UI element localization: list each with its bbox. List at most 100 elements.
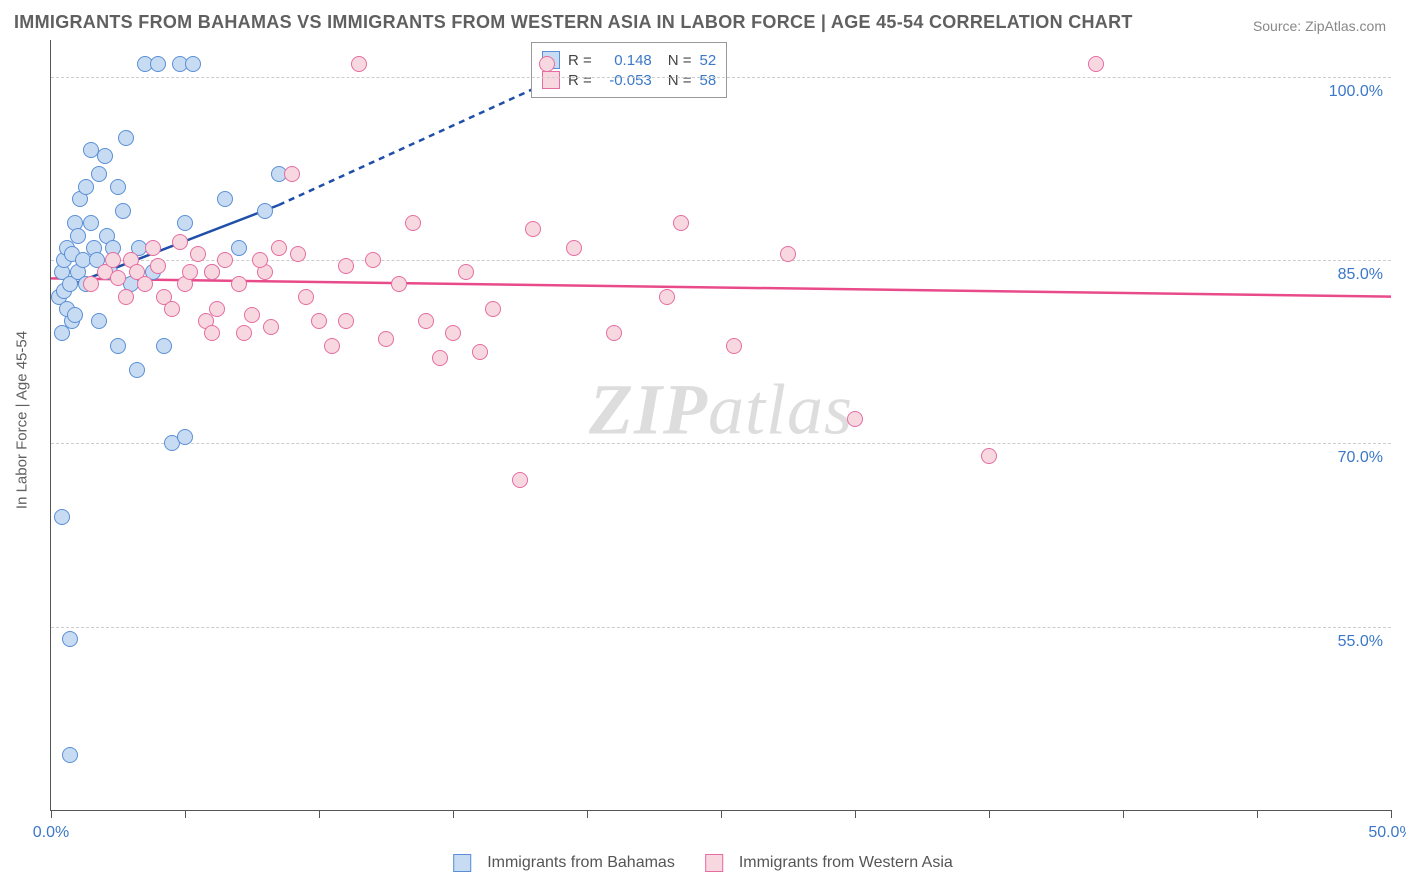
n-label: N = <box>668 52 692 69</box>
y-tick-label: 55.0% <box>1338 633 1383 651</box>
data-point <box>485 301 501 317</box>
data-point <box>673 215 689 231</box>
n-value: 58 <box>700 72 717 89</box>
data-point <box>236 325 252 341</box>
regression-lines <box>51 40 1391 810</box>
chart-title: IMMIGRANTS FROM BAHAMAS VS IMMIGRANTS FR… <box>14 12 1133 33</box>
x-tick <box>453 810 454 818</box>
legend-item: Immigrants from Bahamas <box>453 854 675 872</box>
data-point <box>726 338 742 354</box>
x-tick <box>185 810 186 818</box>
data-point <box>351 56 367 72</box>
x-tick-label: 0.0% <box>33 824 69 842</box>
data-point <box>118 289 134 305</box>
legend-swatch <box>705 854 723 872</box>
y-axis-label: In Labor Force | Age 45-54 <box>14 331 31 509</box>
n-label: N = <box>668 72 692 89</box>
data-point <box>284 166 300 182</box>
series-legend: Immigrants from Bahamas Immigrants from W… <box>453 854 953 872</box>
data-point <box>83 276 99 292</box>
data-point <box>105 252 121 268</box>
data-point <box>204 325 220 341</box>
data-point <box>177 215 193 231</box>
data-point <box>252 252 268 268</box>
data-point <box>365 252 381 268</box>
data-point <box>263 319 279 335</box>
chart-container: IMMIGRANTS FROM BAHAMAS VS IMMIGRANTS FR… <box>0 0 1406 892</box>
data-point <box>324 338 340 354</box>
gridline <box>51 77 1391 78</box>
data-point <box>231 240 247 256</box>
data-point <box>118 130 134 146</box>
data-point <box>780 246 796 262</box>
x-tick <box>587 810 588 818</box>
data-point <box>156 338 172 354</box>
x-tick <box>855 810 856 818</box>
data-point <box>78 179 94 195</box>
x-tick-label: 50.0% <box>1368 824 1406 842</box>
data-point <box>110 338 126 354</box>
data-point <box>217 252 233 268</box>
watermark: ZIPatlas <box>589 368 853 451</box>
legend-item: Immigrants from Western Asia <box>705 854 953 872</box>
data-point <box>177 429 193 445</box>
legend-swatch <box>453 854 471 872</box>
data-point <box>566 240 582 256</box>
source-label: Source: ZipAtlas.com <box>1253 18 1386 34</box>
y-tick-label: 100.0% <box>1329 83 1383 101</box>
x-tick <box>1257 810 1258 818</box>
data-point <box>418 313 434 329</box>
data-point <box>432 350 448 366</box>
data-point <box>539 56 555 72</box>
stats-legend-row: R =0.148N =52 <box>542 51 716 69</box>
data-point <box>525 221 541 237</box>
data-point <box>110 270 126 286</box>
data-point <box>62 747 78 763</box>
data-point <box>172 234 188 250</box>
x-tick <box>1391 810 1392 818</box>
legend-swatch <box>542 71 560 89</box>
data-point <box>70 228 86 244</box>
data-point <box>62 631 78 647</box>
y-tick-label: 85.0% <box>1338 266 1383 284</box>
data-point <box>137 276 153 292</box>
data-point <box>209 301 225 317</box>
data-point <box>290 246 306 262</box>
legend-label: Immigrants from Bahamas <box>487 854 675 872</box>
data-point <box>54 325 70 341</box>
x-tick <box>319 810 320 818</box>
data-point <box>244 307 260 323</box>
data-point <box>512 472 528 488</box>
data-point <box>472 344 488 360</box>
gridline <box>51 627 1391 628</box>
data-point <box>110 179 126 195</box>
data-point <box>338 258 354 274</box>
data-point <box>981 448 997 464</box>
plot-area: ZIPatlas R =0.148N =52R =-0.053N =58 55.… <box>50 40 1391 811</box>
data-point <box>338 313 354 329</box>
x-tick <box>721 810 722 818</box>
x-tick <box>989 810 990 818</box>
data-point <box>391 276 407 292</box>
r-value: 0.148 <box>600 52 652 69</box>
data-point <box>847 411 863 427</box>
data-point <box>311 313 327 329</box>
data-point <box>606 325 622 341</box>
data-point <box>129 362 145 378</box>
data-point <box>1088 56 1104 72</box>
n-value: 52 <box>700 52 717 69</box>
data-point <box>445 325 461 341</box>
data-point <box>217 191 233 207</box>
data-point <box>115 203 131 219</box>
watermark-rest: atlas <box>708 369 853 449</box>
data-point <box>164 301 180 317</box>
legend-label: Immigrants from Western Asia <box>739 854 953 872</box>
data-point <box>182 264 198 280</box>
data-point <box>298 289 314 305</box>
data-point <box>190 246 206 262</box>
data-point <box>91 166 107 182</box>
data-point <box>405 215 421 231</box>
data-point <box>83 215 99 231</box>
stats-legend-row: R =-0.053N =58 <box>542 71 716 89</box>
data-point <box>145 240 161 256</box>
